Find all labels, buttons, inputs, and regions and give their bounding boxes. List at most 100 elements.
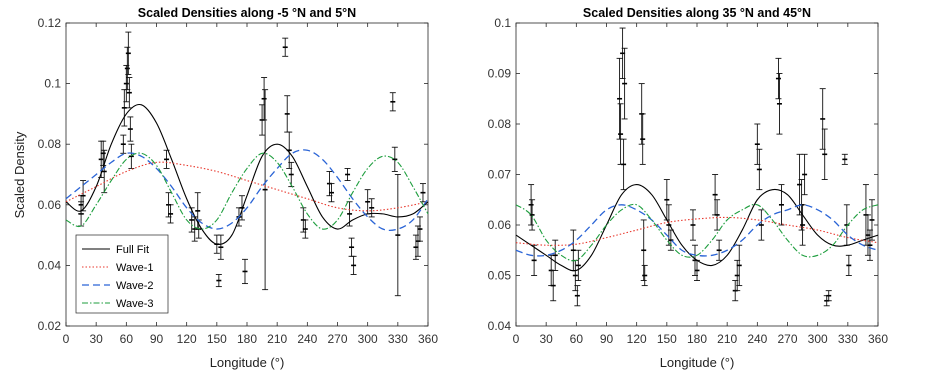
plot-area <box>65 31 429 297</box>
y-axis-label: Scaled Density <box>12 131 27 218</box>
error-bar-point <box>101 149 108 194</box>
error-bar-point <box>575 249 582 281</box>
x-tick-label: 360 <box>418 332 438 346</box>
series-line-full-fit <box>65 103 429 245</box>
error-bar-point <box>821 128 828 181</box>
chart-left: Scaled Densities along -5 °N and 5°N 0 30… <box>12 6 438 370</box>
error-bar-point <box>868 199 875 241</box>
error-bar-point <box>288 161 295 188</box>
error-bar-point <box>689 209 696 241</box>
x-tick-label: 150 <box>207 332 227 346</box>
error-bar-point <box>775 57 782 100</box>
x-tick-label: 150 <box>657 332 677 346</box>
error-bar-point <box>215 274 222 288</box>
x-tick-label: 210 <box>717 332 737 346</box>
legend-label-full-fit: Full Fit <box>116 244 149 256</box>
chart-right: Scaled Densities along 35 °N and 45°N 0 3… <box>488 6 889 370</box>
error-bar-point <box>620 138 627 191</box>
error-bar-point <box>389 92 396 112</box>
series-line-wave-1 <box>515 216 879 246</box>
error-bar-point <box>529 199 536 231</box>
x-tick-label: 30 <box>539 332 553 346</box>
x-axis-label: Longitude (°) <box>660 355 735 370</box>
error-bar-point <box>128 143 135 169</box>
y-tick-label: 0.05 <box>488 269 512 283</box>
error-bar-point <box>531 244 538 276</box>
x-tick-label: 90 <box>600 332 614 346</box>
error-bar-point <box>866 229 873 261</box>
error-bar-point <box>841 153 848 165</box>
legend: Full Fit Wave-1 Wave-2 Wave-3 <box>75 234 169 314</box>
error-bar-point <box>261 77 268 121</box>
error-bar-point <box>188 207 195 233</box>
error-bar-point <box>641 264 648 287</box>
error-bar-point <box>391 146 398 172</box>
error-bar-point <box>100 140 107 166</box>
series-line-wave-3 <box>515 203 879 262</box>
x-tick-label: 240 <box>747 332 767 346</box>
error-bar-point <box>394 174 401 297</box>
legend-label-wave-2: Wave-2 <box>116 280 154 292</box>
error-bar-point <box>121 89 128 127</box>
series-line-wave-1 <box>65 161 429 212</box>
y-tick-label: 0.09 <box>488 67 512 81</box>
chart-title: Scaled Densities along -5 °N and 5°N <box>138 6 356 20</box>
y-tick-label: 0.08 <box>38 137 62 151</box>
error-bar-point <box>716 239 723 261</box>
y-tick-label: 0.06 <box>38 198 62 212</box>
error-bar-point <box>758 209 765 241</box>
error-bar-point <box>639 113 646 165</box>
y-tick-label: 0.1 <box>494 16 511 30</box>
y-tick-label: 0.07 <box>488 168 512 182</box>
error-bar-point <box>123 64 130 103</box>
error-bar-point <box>621 47 628 120</box>
legend-box <box>75 234 169 314</box>
error-bar-point <box>825 290 832 302</box>
error-bar-point <box>528 184 535 226</box>
y-tick-label: 0.04 <box>488 319 512 333</box>
series-line-wave-2 <box>515 204 879 257</box>
series-line-wave-3 <box>65 152 429 230</box>
x-tick-label: 0 <box>513 332 520 346</box>
x-tick-label: 30 <box>89 332 103 346</box>
x-tick-label: 300 <box>358 332 378 346</box>
x-axis-label: Longitude (°) <box>210 355 285 370</box>
series-line-wave-2 <box>65 149 429 232</box>
y-tick-label: 0.12 <box>38 16 62 30</box>
error-bar-point <box>799 204 806 246</box>
error-bar-point <box>167 204 174 224</box>
series-line-full-fit <box>515 184 879 272</box>
x-tick-label: 180 <box>237 332 257 346</box>
x-tick-label: 300 <box>808 332 828 346</box>
error-bar-point <box>328 183 335 203</box>
x-tick-label: 360 <box>868 332 888 346</box>
y-tick-label: 0.02 <box>38 319 62 333</box>
legend-label-wave-3: Wave-3 <box>116 298 154 310</box>
x-tick-label: 270 <box>777 332 797 346</box>
y-tick-label: 0.04 <box>38 258 62 272</box>
error-bar-point <box>238 195 245 221</box>
error-bar-point <box>282 37 289 57</box>
error-bar-point <box>350 255 357 275</box>
plot-area <box>515 27 879 307</box>
x-tick-label: 330 <box>838 332 858 346</box>
error-bar-point <box>756 148 763 191</box>
x-tick-label: 60 <box>570 332 584 346</box>
y-tick-label: 0.1 <box>44 77 61 91</box>
error-bar-point <box>302 219 309 239</box>
error-bar-point <box>126 77 133 109</box>
error-bar-point <box>640 219 647 281</box>
axis-ticks: 0 30 60 90 120 150 180 210 240 270 300 330 360 0.02 0.… <box>38 16 439 346</box>
x-tick-label: 90 <box>150 332 164 346</box>
x-tick-label: 240 <box>297 332 317 346</box>
error-bar-point <box>262 89 269 291</box>
x-tick-label: 0 <box>63 332 70 346</box>
x-tick-label: 330 <box>388 332 408 346</box>
legend-label-wave-1: Wave-1 <box>116 262 154 274</box>
x-tick-label: 270 <box>327 332 347 346</box>
axis-ticks: 0 30 60 90 120 150 180 210 240 270 300 330 360 0.04 0.… <box>488 16 889 346</box>
y-tick-label: 0.08 <box>488 117 512 131</box>
error-bar-point <box>241 258 248 285</box>
error-bar-point <box>776 73 783 135</box>
